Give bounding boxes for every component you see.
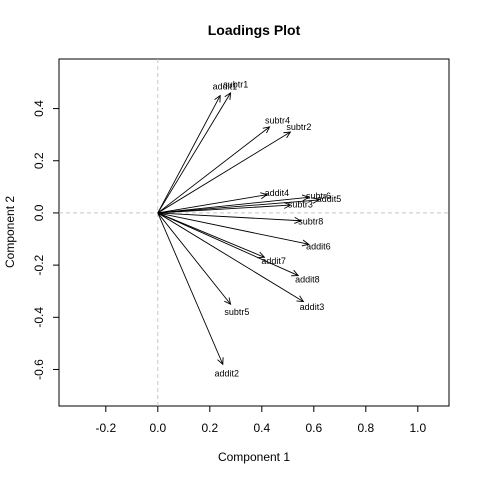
arrow-head: [301, 239, 310, 247]
arrow-shaft: [157, 131, 291, 214]
arrow-subtr4: subtr4: [157, 116, 290, 214]
arrow-shaft: [157, 212, 304, 303]
arrow-head: [296, 295, 305, 303]
y-tick-label: -0.2: [32, 254, 46, 275]
x-tick-label: 0.2: [201, 421, 218, 435]
arrow-head: [260, 192, 269, 200]
arrow-head: [224, 297, 232, 306]
arrow-label: subtr5: [224, 307, 249, 317]
arrow-label: subtr8: [298, 216, 323, 226]
plot-frame: [58, 58, 450, 407]
arrow-label: addit3: [300, 302, 325, 312]
arrow-addit3: addit3: [157, 212, 325, 312]
arrow-shaft: [157, 212, 265, 258]
arrow-addit5: addit5: [157, 194, 342, 214]
arrow-label: subtr4: [265, 116, 290, 126]
arrow-head: [217, 357, 224, 366]
arrow-head: [214, 94, 221, 103]
arrow-shaft: [157, 212, 301, 222]
arrow-subtr3: subtr3: [157, 200, 313, 214]
arrow-shaft: [157, 196, 309, 214]
x-tick-label: -0.2: [95, 421, 116, 435]
arrow-shaft: [157, 204, 291, 214]
arrow-head: [301, 194, 310, 202]
x-tick-label: 0.6: [305, 421, 322, 435]
y-tick-label: -0.4: [32, 307, 46, 328]
arrow-shaft: [157, 92, 231, 214]
arrow-subtr8: subtr8: [157, 212, 323, 226]
chart-title: Loadings Plot: [208, 22, 301, 38]
x-tick-label: 0.0: [149, 421, 166, 435]
arrow-addit4: addit4: [157, 188, 290, 214]
arrow-head: [257, 251, 266, 259]
y-tick-label: 0.0: [32, 204, 46, 221]
x-tick-label: 1.0: [409, 421, 426, 435]
arrow-subtr1: subtr1: [157, 79, 248, 214]
arrow-addit8: addit8: [157, 212, 320, 285]
arrow-head: [262, 126, 271, 134]
arrow-label: addit7: [261, 256, 286, 266]
arrow-head: [294, 216, 302, 224]
arrow-label: addit2: [214, 368, 239, 378]
arrow-label: addit1: [213, 82, 238, 92]
arrow-addit7: addit7: [157, 212, 286, 266]
arrow-label: addit4: [265, 188, 290, 198]
arrow-subtr6: subtr6: [157, 191, 331, 214]
arrow-shaft: [157, 212, 309, 245]
arrow-shaft: [157, 212, 299, 276]
arrow-addit2: addit2: [157, 212, 239, 378]
arrow-label: subtr1: [223, 79, 248, 89]
arrow-shaft: [157, 212, 231, 305]
arrow-shaft: [157, 212, 224, 365]
arrow-label: subtr6: [306, 191, 331, 201]
arrow-head: [291, 269, 300, 277]
y-tick-label: 0.2: [32, 152, 46, 169]
arrow-subtr2: subtr2: [157, 122, 311, 214]
arrow-addit6: addit6: [157, 212, 331, 251]
arrow-shaft: [157, 126, 270, 214]
arrow-addit1: addit1: [157, 82, 238, 214]
arrow-shaft: [157, 199, 320, 214]
arrow-head: [224, 92, 232, 100]
arrow-head: [312, 196, 321, 204]
arrow-label: subtr3: [288, 200, 313, 210]
arrow-subtr5: subtr5: [157, 212, 249, 317]
y-tick-label: 0.4: [32, 100, 46, 117]
arrow-head: [283, 202, 292, 209]
y-axis-label: Component 2: [3, 196, 17, 268]
x-tick-label: 0.8: [357, 421, 374, 435]
arrow-head: [283, 131, 292, 139]
reference-lines: [59, 59, 449, 406]
arrow-shaft: [157, 95, 221, 214]
arrow-label: addit6: [306, 241, 331, 251]
x-axis: -0.2 0.0 0.2 0.4 0.6 0.8 1.0: [95, 406, 426, 435]
y-axis: -0.6 -0.4 -0.2 0.0 0.2 0.4: [32, 100, 59, 380]
x-axis-label: Component 1: [218, 450, 290, 464]
arrow-label: subtr2: [286, 122, 311, 132]
arrow-shaft: [157, 194, 268, 214]
x-tick-label: 0.4: [253, 421, 270, 435]
y-tick-label: -0.6: [32, 359, 46, 380]
arrow-label: addit8: [295, 275, 320, 285]
arrow-label: addit5: [317, 194, 342, 204]
